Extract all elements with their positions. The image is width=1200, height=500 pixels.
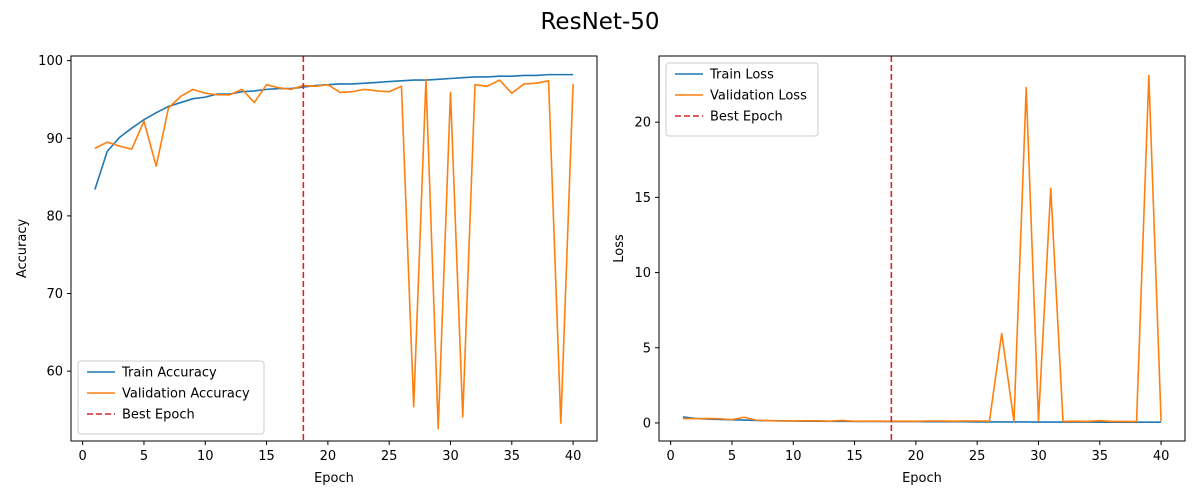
- y-tick-label: 60: [46, 365, 63, 380]
- x-tick-label: 30: [442, 449, 459, 464]
- y-tick-label: 0: [643, 416, 651, 431]
- x-tick-label: 5: [728, 449, 736, 464]
- train-loss-legend-label: Train Loss: [709, 68, 774, 83]
- x-tick-label: 5: [140, 449, 148, 464]
- y-tick-label: 70: [46, 287, 63, 302]
- x-tick-label: 10: [197, 449, 214, 464]
- axes-frame: [658, 55, 1186, 442]
- accuracy-panel: 0 5 10 15 20 25 30 35 40 60 70 80 90 100 Epoch Accuracy…: [15, 54, 598, 486]
- loss-panel: 0 5 10 15 20 25 30 35 40 0 5 10 15 20 Epoch Loss Train L…: [612, 55, 1186, 486]
- y-tick-label: 5: [643, 341, 651, 356]
- x-tick-label: 35: [1092, 449, 1109, 464]
- x-tick-label: 15: [258, 449, 275, 464]
- y-tick-label: 15: [634, 191, 651, 206]
- x-tick-label: 20: [320, 449, 337, 464]
- x-axis-label: Epoch: [314, 471, 354, 486]
- y-axis-label: Accuracy: [15, 219, 30, 279]
- legend-box: [77, 360, 265, 435]
- x-tick-label: 40: [565, 449, 582, 464]
- x-tick-label: 20: [908, 449, 925, 464]
- legend: Train Accuracy Validation Accuracy Best Ep…: [77, 360, 265, 435]
- validation-accuracy-line: [94, 78, 574, 430]
- x-tick-label: 15: [846, 449, 863, 464]
- best-epoch-legend-label: Best Epoch: [122, 408, 195, 423]
- figure-title: ResNet-50: [540, 9, 659, 35]
- y-tick-label: 80: [46, 209, 63, 224]
- y-tick-label: 100: [38, 54, 63, 69]
- y-tick-label: 90: [46, 132, 63, 147]
- x-tick-label: 0: [79, 449, 87, 464]
- best-epoch-legend-label: Best Epoch: [710, 110, 783, 125]
- train-accuracy-line: [94, 73, 574, 190]
- x-tick-label: 35: [504, 449, 521, 464]
- x-tick-label: 25: [381, 449, 398, 464]
- legend: Train Loss Validation Loss Best Epoch: [665, 62, 819, 137]
- y-axis-label: Loss: [612, 234, 627, 263]
- validation-accuracy-legend-label: Validation Accuracy: [122, 387, 250, 402]
- x-tick-label: 0: [667, 449, 675, 464]
- y-tick-label: 20: [634, 116, 651, 131]
- x-tick-label: 40: [1153, 449, 1170, 464]
- train-accuracy-legend-label: Train Accuracy: [121, 366, 217, 381]
- validation-loss-line: [682, 74, 1162, 423]
- x-axis-label: Epoch: [902, 471, 942, 486]
- validation-loss-legend-label: Validation Loss: [710, 89, 807, 104]
- y-tick-label: 10: [634, 266, 651, 281]
- x-tick-label: 25: [969, 449, 986, 464]
- axes-frame: [70, 55, 598, 442]
- x-tick-label: 10: [785, 449, 802, 464]
- legend-box: [665, 62, 819, 137]
- x-tick-label: 30: [1030, 449, 1047, 464]
